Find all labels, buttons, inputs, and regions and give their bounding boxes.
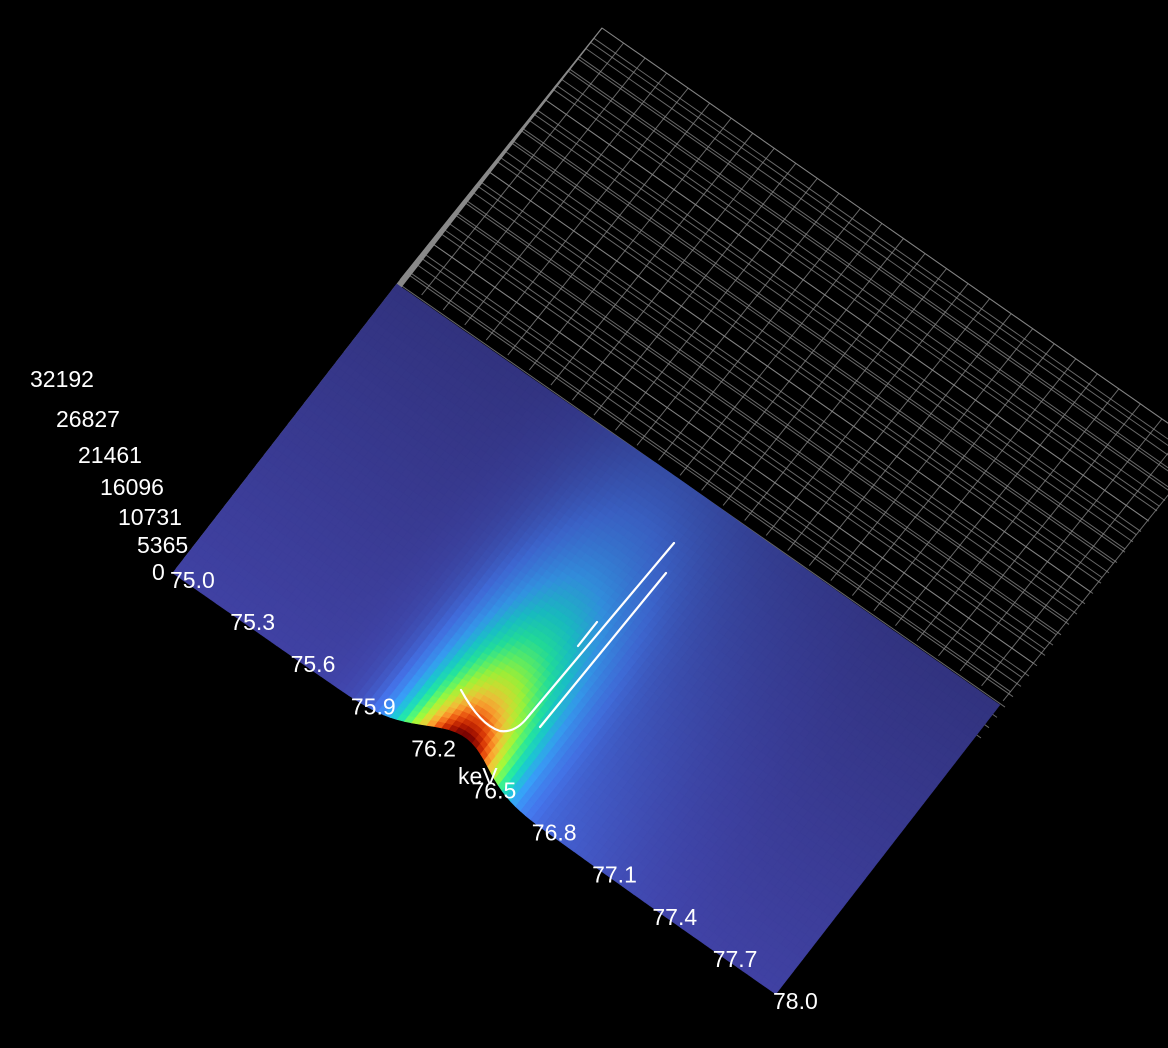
surface-plot xyxy=(172,283,1001,995)
x-tick-label: 77.1 xyxy=(592,862,637,888)
z-tick-label: 16096 xyxy=(100,474,164,500)
x-axis-tick-labels: 75.0 75.3 75.6 75.9 76.2 76.5 76.8 77.1 77.4 77.7… xyxy=(170,567,818,1014)
x-tick-label: 75.9 xyxy=(351,693,396,719)
x-tick-label: 75.0 xyxy=(170,567,215,593)
x-tick-label: 75.3 xyxy=(230,609,275,635)
x-tick-label: 76.2 xyxy=(411,735,456,761)
back-wall-grid xyxy=(175,27,1168,739)
z-tick-label: 21461 xyxy=(78,442,142,468)
z-tick-label: 5365 xyxy=(137,532,188,558)
z-tick-label: 26827 xyxy=(56,406,120,432)
z-tick-label: 0 xyxy=(152,559,165,585)
x-tick-label: 77.7 xyxy=(713,946,758,972)
z-tick-label: 10731 xyxy=(118,504,182,530)
x-tick-label: 76.5 xyxy=(472,778,517,804)
z-tick-label: 32192 xyxy=(30,366,94,392)
x-tick-label: 76.8 xyxy=(532,820,577,846)
x-axis-title: keV xyxy=(458,763,498,789)
x-tick-label: 75.6 xyxy=(291,651,336,677)
x-tick-label: 77.4 xyxy=(652,904,697,930)
x-tick-label: 78.0 xyxy=(773,988,818,1014)
ridge-lines xyxy=(459,541,676,733)
